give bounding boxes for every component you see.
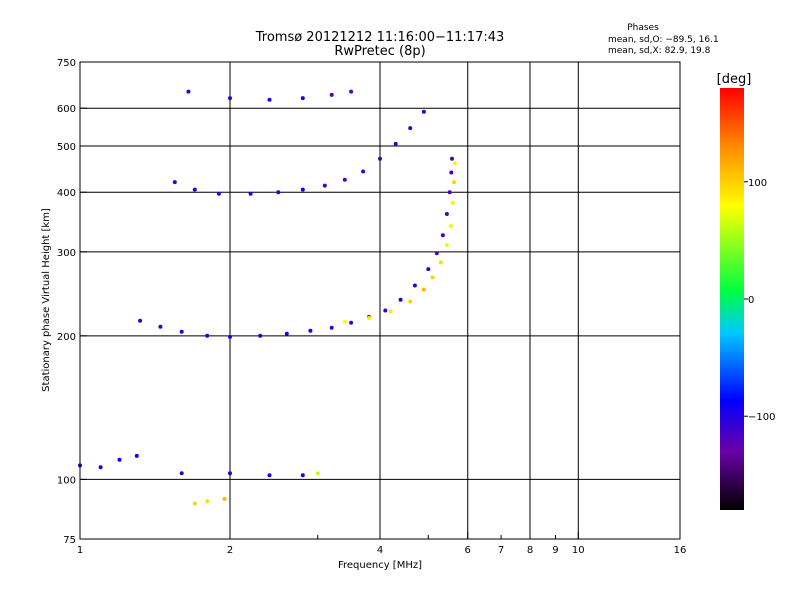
data-point	[440, 233, 445, 238]
y-tick-label: 750	[57, 58, 76, 69]
data-point	[349, 320, 354, 325]
data-point	[179, 471, 184, 476]
data-point	[448, 223, 453, 228]
grid-lines	[80, 62, 680, 539]
data-point	[228, 471, 232, 476]
x-tick-label: 10	[572, 545, 585, 556]
data-point	[408, 126, 413, 131]
data-point	[329, 325, 334, 330]
y-tick-label: 400	[57, 188, 76, 199]
data-point	[383, 308, 388, 313]
data-point	[366, 316, 371, 320]
data-point	[267, 473, 272, 478]
data-point	[308, 328, 313, 333]
data-point	[117, 457, 122, 462]
colorbar-label: [deg]	[717, 72, 752, 87]
x-tick-label: 8	[527, 545, 533, 556]
data-point	[393, 141, 398, 146]
data-point	[421, 109, 426, 114]
data-point	[300, 96, 305, 101]
data-point	[438, 260, 443, 265]
data-point	[388, 309, 393, 314]
y-tick-label: 500	[57, 142, 76, 153]
x-tick-label: 16	[674, 545, 687, 556]
phases-x-line: mean, sd,X: 82.9, 19.8	[608, 46, 711, 56]
data-point	[192, 501, 197, 506]
data-point	[158, 324, 163, 329]
colorbar-ticks: 100 0 −100	[744, 178, 775, 423]
data-point	[342, 319, 347, 324]
y-tick-label: 75	[63, 535, 76, 546]
phases-o-line: mean, sd,O: −89.5, 16.1	[608, 35, 719, 45]
y-tick-label: 100	[57, 475, 76, 486]
data-point	[222, 496, 227, 501]
data-point	[450, 200, 455, 205]
data-point	[421, 287, 426, 292]
x-axis-label: Frequency [MHz]	[338, 560, 422, 571]
x-tick-label: 6	[465, 545, 471, 556]
data-point	[205, 333, 210, 338]
data-point	[444, 243, 449, 247]
data-point	[315, 471, 320, 476]
data-point	[138, 318, 143, 323]
data-point	[450, 156, 454, 161]
data-point	[434, 251, 439, 256]
data-point	[205, 499, 210, 504]
data-point	[349, 89, 354, 94]
colorbar	[720, 88, 744, 510]
x-tick-label: 4	[377, 545, 383, 556]
x-tick-label: 2	[227, 545, 233, 556]
data-point	[452, 161, 457, 166]
data-point	[300, 473, 305, 478]
data-point	[412, 283, 417, 288]
data-point	[172, 180, 177, 185]
y-tick-label: 300	[57, 248, 76, 259]
data-point	[228, 334, 232, 339]
data-point	[342, 177, 347, 182]
data-point	[186, 89, 191, 94]
data-point	[444, 212, 449, 216]
data-point	[248, 191, 253, 196]
data-point	[228, 96, 232, 101]
data-point	[452, 180, 456, 185]
data-point	[284, 331, 289, 336]
y-tick-label: 600	[57, 104, 76, 115]
data-point	[179, 329, 184, 334]
data-point	[449, 170, 454, 175]
data-point	[430, 275, 435, 280]
colorbar-tick-label: −100	[748, 412, 775, 423]
x-tick-label: 7	[498, 545, 504, 556]
data-point	[361, 169, 366, 174]
y-tick-label: 200	[57, 332, 76, 343]
data-point	[329, 92, 334, 97]
x-tick-label: 9	[552, 545, 558, 556]
data-point	[98, 465, 103, 470]
data-point	[378, 156, 382, 161]
phases-heading: Phases	[627, 23, 659, 33]
data-point	[408, 299, 413, 304]
data-point	[447, 190, 452, 195]
data-point	[426, 267, 431, 272]
data-point	[276, 190, 281, 195]
chart-title: Tromsø 20121212 11:16:00−11:17:43	[255, 30, 505, 45]
data-point	[300, 187, 305, 192]
data-point	[258, 333, 263, 338]
colorbar-tick-label: 100	[748, 178, 767, 189]
data-point	[322, 183, 327, 188]
data-point	[398, 297, 403, 302]
data-point	[192, 187, 197, 192]
scatter-points	[78, 89, 457, 506]
axis-ticks: 1 2 4 6 10 16 7 8 9 75 100 200 300 400 500 600 750	[57, 58, 686, 556]
data-point	[267, 97, 272, 102]
x-tick-label: 1	[77, 545, 83, 556]
data-point	[216, 191, 221, 196]
y-axis-label: Stationary phase Virtual Height [km]	[41, 208, 52, 392]
chart-subtitle: RwPretec (8p)	[334, 44, 425, 59]
data-point	[134, 453, 139, 458]
colorbar-tick-label: 0	[748, 295, 754, 306]
